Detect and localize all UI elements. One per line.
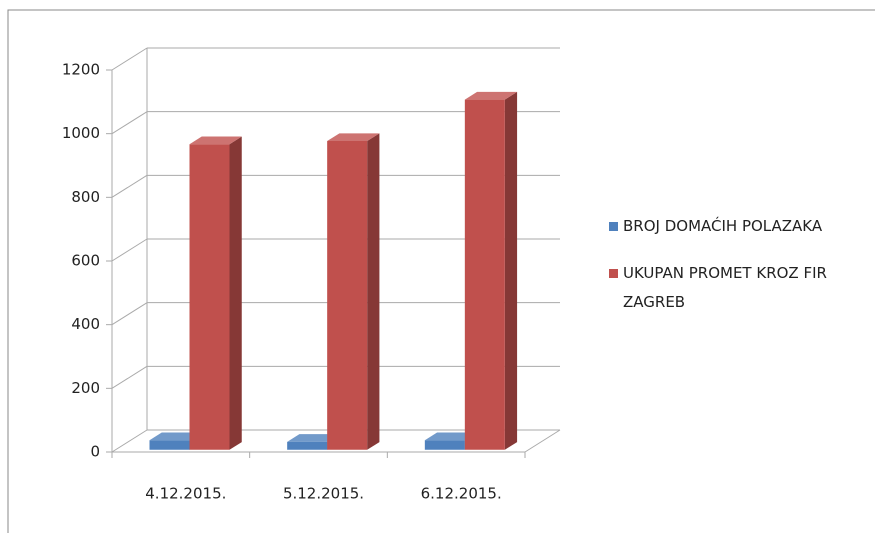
legend: BROJ DOMAĆIH POLAZAKA UKUPAN PROMET KROZ … (609, 212, 864, 335)
legend-label: UKUPAN PROMET KROZ FIR ZAGREB (623, 264, 827, 311)
bar-front (287, 441, 328, 450)
bar-top (327, 133, 380, 142)
x-tick-label: 4.12.2015. (145, 485, 226, 503)
grid-line (111, 365, 148, 389)
bar (189, 136, 242, 450)
y-tick-label: 1200 (62, 61, 100, 79)
bar-top (464, 91, 518, 100)
grid-line (111, 302, 148, 326)
bar-front (424, 440, 465, 450)
bar-front (464, 99, 505, 450)
bar-front (327, 141, 368, 450)
bar-side (504, 91, 518, 450)
bar-top (149, 432, 202, 441)
grid-line (111, 111, 148, 135)
y-tick-label: 0 (90, 443, 100, 461)
y-tick-label: 400 (71, 315, 100, 333)
bar-top (424, 432, 478, 441)
floor-edge (524, 429, 561, 453)
x-tick-label: 6.12.2015. (421, 485, 502, 503)
bar-top (287, 434, 340, 442)
y-tick-label: 200 (71, 379, 100, 397)
bar-side (367, 133, 380, 450)
grid-line (111, 238, 148, 262)
legend-label: BROJ DOMAĆIH POLAZAKA (623, 217, 823, 235)
grid-line (111, 47, 148, 71)
legend-swatch (609, 269, 618, 278)
y-tick-label: 600 (71, 252, 100, 270)
legend-item: BROJ DOMAĆIH POLAZAKA (609, 212, 864, 241)
bar-front (189, 144, 230, 450)
legend-swatch (609, 222, 618, 231)
x-tick-label: 5.12.2015. (283, 485, 364, 503)
bar (464, 91, 518, 450)
bar (327, 133, 380, 450)
grid-line (111, 429, 148, 453)
bar-top (189, 136, 242, 145)
bar-side (229, 136, 242, 450)
legend-item: UKUPAN PROMET KROZ FIR ZAGREB (609, 259, 864, 317)
bar-front (149, 440, 190, 450)
y-tick-label: 1000 (62, 124, 100, 142)
grid-line (111, 174, 148, 198)
chart-border (7, 9, 875, 533)
y-tick-label: 800 (71, 188, 100, 206)
